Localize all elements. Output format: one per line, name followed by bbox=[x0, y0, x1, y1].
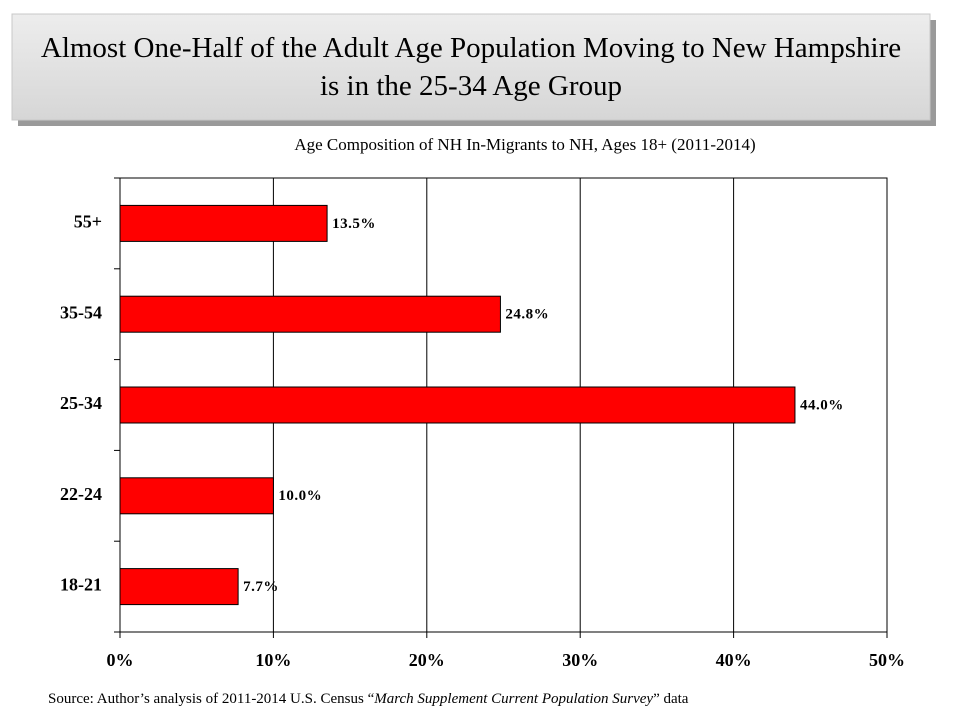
x-tick-label: 30% bbox=[562, 650, 598, 670]
source-suffix: ” data bbox=[653, 691, 689, 707]
data-label: 7.7% bbox=[243, 579, 279, 595]
plot-area: 0% 10% 20% 30% 40% 50% 55+ 13.5% 35-54 24.8% 25-34… bbox=[60, 177, 905, 670]
source-italic: March Supplement Current Population Surv… bbox=[373, 691, 653, 707]
y-tick-label: 25-34 bbox=[60, 393, 102, 413]
bar bbox=[119, 477, 274, 515]
data-label: 24.8% bbox=[505, 307, 549, 323]
data-label: 13.5% bbox=[332, 216, 376, 232]
data-label: 10.0% bbox=[278, 488, 322, 504]
chart-subtitle: Age Composition of NH In-Migrants to NH,… bbox=[294, 135, 755, 154]
chart-title: Almost One-Half of the Adult Age Populat… bbox=[41, 32, 901, 102]
x-tick-label: 0% bbox=[107, 650, 134, 670]
x-tick-label: 20% bbox=[409, 650, 445, 670]
bar bbox=[119, 204, 328, 242]
y-tick-label: 35-54 bbox=[60, 302, 102, 322]
source-prefix: Source: Author’s analysis of 2011-2014 U… bbox=[48, 691, 375, 707]
source-note: Source: Author’s analysis of 2011-2014 U… bbox=[48, 691, 689, 707]
bar bbox=[119, 568, 239, 606]
data-label: 44.0% bbox=[800, 397, 844, 413]
bar bbox=[119, 295, 501, 333]
title-box bbox=[11, 13, 931, 121]
x-tick-label: 50% bbox=[869, 650, 905, 670]
bar bbox=[119, 386, 796, 424]
y-tick-label: 18-21 bbox=[60, 575, 102, 595]
x-tick-label: 10% bbox=[255, 650, 291, 670]
x-tick-label: 40% bbox=[716, 650, 752, 670]
y-tick-label: 55+ bbox=[74, 212, 102, 232]
y-tick-label: 22-24 bbox=[60, 484, 102, 504]
